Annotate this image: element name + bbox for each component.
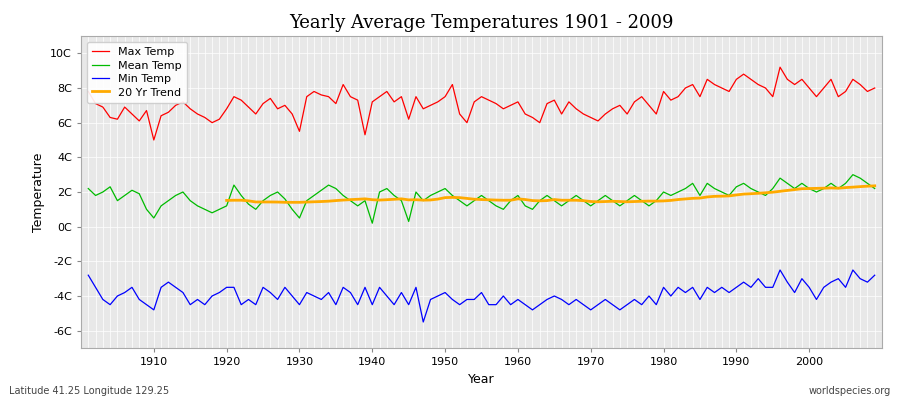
20 Yr Trend bbox=[425, 198, 436, 202]
20 Yr Trend bbox=[221, 198, 232, 203]
Min Temp bbox=[302, 290, 312, 295]
Mean Temp bbox=[345, 198, 356, 203]
Min Temp bbox=[512, 297, 523, 302]
20 Yr Trend bbox=[848, 185, 859, 190]
Mean Temp bbox=[848, 172, 859, 177]
20 Yr Trend bbox=[287, 200, 298, 205]
20 Yr Trend bbox=[768, 190, 778, 194]
Y-axis label: Temperature: Temperature bbox=[32, 152, 45, 232]
Mean Temp bbox=[869, 186, 880, 191]
Mean Temp bbox=[608, 198, 618, 203]
Max Temp bbox=[352, 98, 363, 102]
Mean Temp bbox=[141, 207, 152, 212]
20 Yr Trend bbox=[316, 199, 327, 204]
Legend: Max Temp, Mean Temp, Min Temp, 20 Yr Trend: Max Temp, Mean Temp, Min Temp, 20 Yr Tre… bbox=[86, 42, 187, 103]
Mean Temp bbox=[83, 186, 94, 191]
Mean Temp bbox=[512, 193, 523, 198]
Text: worldspecies.org: worldspecies.org bbox=[809, 386, 891, 396]
Mean Temp bbox=[367, 221, 378, 226]
Line: Mean Temp: Mean Temp bbox=[88, 175, 875, 223]
X-axis label: Year: Year bbox=[468, 372, 495, 386]
Mean Temp bbox=[520, 204, 531, 208]
20 Yr Trend bbox=[869, 184, 880, 188]
Min Temp bbox=[418, 320, 428, 324]
Max Temp bbox=[309, 89, 320, 94]
Max Temp bbox=[520, 112, 531, 116]
Line: 20 Yr Trend: 20 Yr Trend bbox=[227, 186, 875, 202]
Max Temp bbox=[141, 108, 152, 113]
20 Yr Trend bbox=[680, 196, 691, 201]
Min Temp bbox=[83, 273, 94, 278]
Min Temp bbox=[869, 273, 880, 278]
Mean Temp bbox=[302, 198, 312, 203]
Min Temp bbox=[608, 302, 618, 307]
Max Temp bbox=[83, 89, 94, 94]
Text: Latitude 41.25 Longitude 129.25: Latitude 41.25 Longitude 129.25 bbox=[9, 386, 169, 396]
Max Temp bbox=[775, 65, 786, 70]
Title: Yearly Average Temperatures 1901 - 2009: Yearly Average Temperatures 1901 - 2009 bbox=[289, 14, 674, 32]
Min Temp bbox=[775, 268, 786, 272]
Max Temp bbox=[869, 86, 880, 90]
Min Temp bbox=[520, 302, 531, 307]
Line: Max Temp: Max Temp bbox=[88, 67, 875, 140]
Line: Min Temp: Min Temp bbox=[88, 270, 875, 322]
Max Temp bbox=[608, 106, 618, 111]
Min Temp bbox=[345, 290, 356, 295]
Max Temp bbox=[148, 138, 159, 142]
Max Temp bbox=[512, 100, 523, 104]
20 Yr Trend bbox=[782, 188, 793, 193]
Min Temp bbox=[141, 302, 152, 307]
